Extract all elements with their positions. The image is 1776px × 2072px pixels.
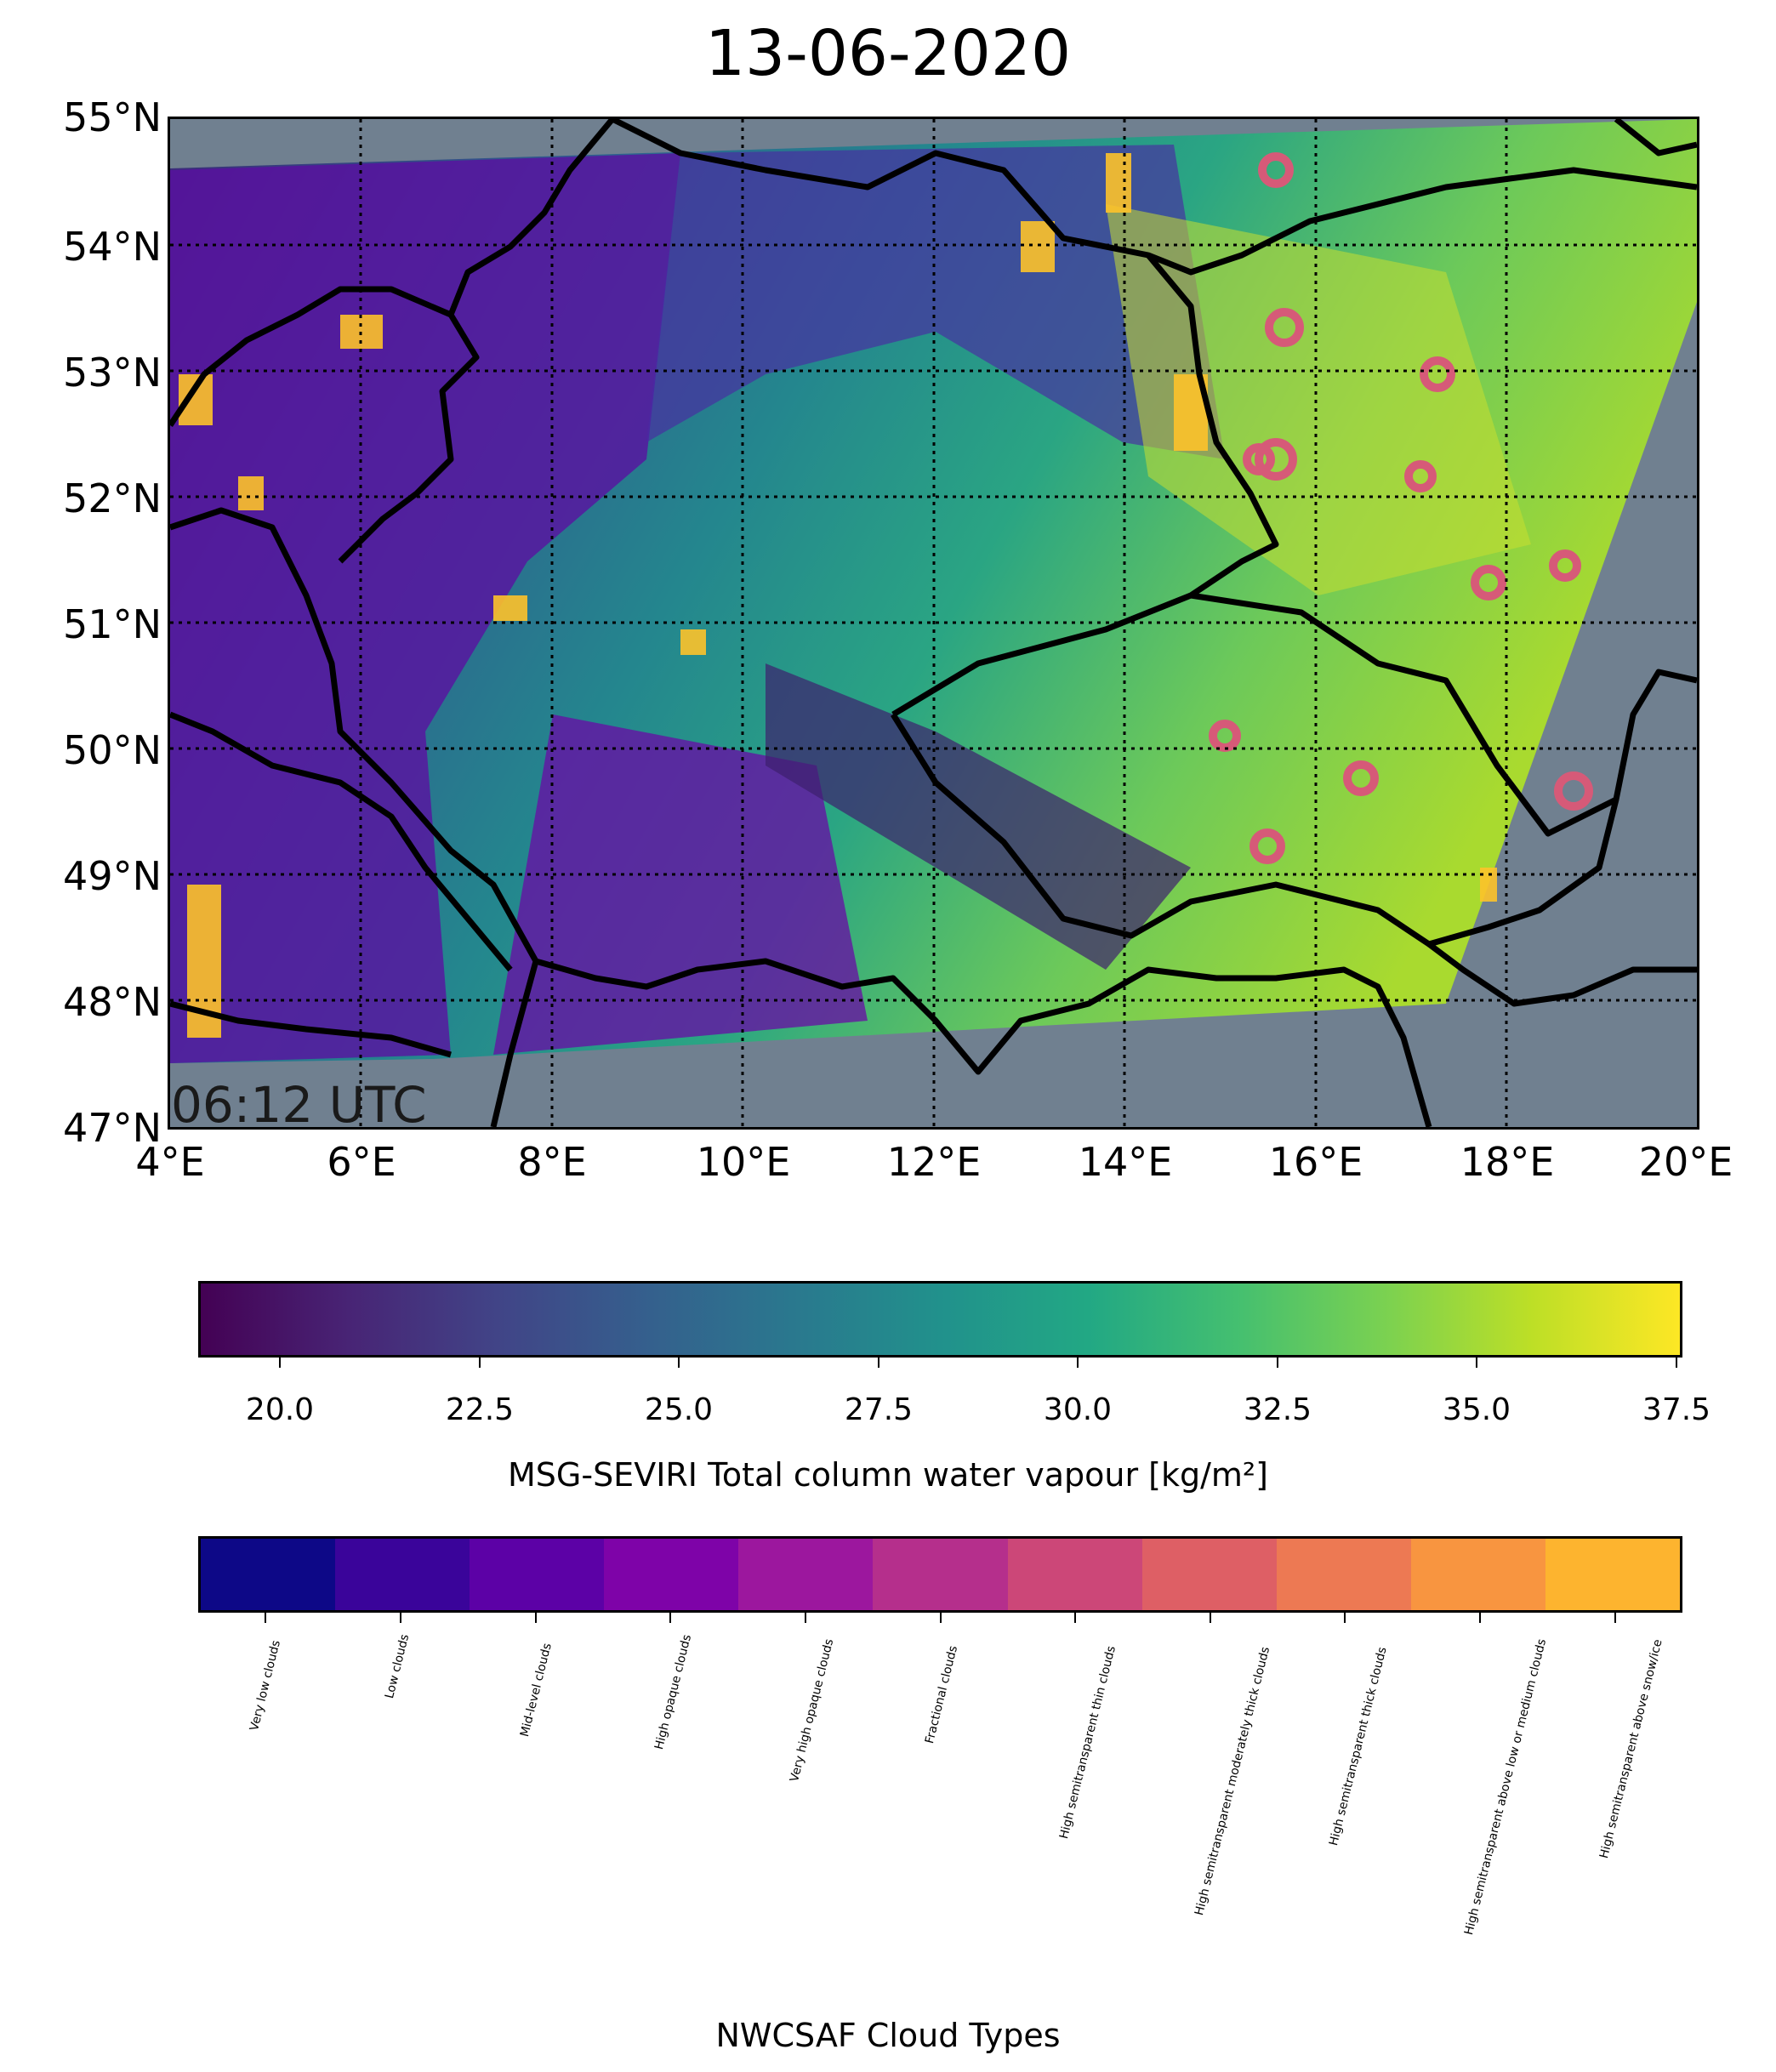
- wv-tick-label: 30.0: [1043, 1392, 1113, 1427]
- moist-region-east: [1106, 204, 1531, 595]
- map-title: 13-06-2020: [704, 17, 1072, 90]
- cloud-type-tick-mark: [265, 1613, 267, 1623]
- lat-tick-48: 48°N: [63, 979, 162, 1025]
- cloud-type-tick-mark: [1209, 1613, 1211, 1623]
- lon-tick-14: 14°E: [1078, 1139, 1173, 1185]
- cloud-type-label: High semitransparent thick clouds: [1327, 1645, 1391, 1847]
- cloud-type-tick-mark: [939, 1613, 942, 1623]
- cloud-type-swatch: [470, 1539, 605, 1610]
- cloud-type-colorbar: [198, 1536, 1682, 1613]
- cloud-type-tick-mark: [399, 1613, 401, 1623]
- wv-tick-mark: [1676, 1358, 1677, 1368]
- wv-tick-label: 20.0: [245, 1392, 315, 1427]
- wv-tick-label: 25.0: [644, 1392, 714, 1427]
- cloud-type-tick-mark: [669, 1613, 672, 1623]
- cloud-type-swatch: [335, 1539, 470, 1610]
- cloud-type-label: High semitransparent thin clouds: [1057, 1644, 1119, 1841]
- lon-tick-12: 12°E: [886, 1139, 982, 1185]
- timestamp-label: 06:12 UTC: [171, 1076, 427, 1134]
- wv-tick-mark: [1077, 1358, 1079, 1368]
- cloud-type-label: High semitransparent above snow/ice: [1597, 1637, 1665, 1860]
- wv-tick-mark: [1476, 1358, 1477, 1368]
- wv-tick-mark: [878, 1358, 879, 1368]
- cloud-type-label: Fractional clouds: [922, 1643, 960, 1745]
- cloud-type-tick-mark: [1344, 1613, 1346, 1623]
- cloud-type-swatch: [738, 1539, 874, 1610]
- wv-tick-label: 37.5: [1642, 1392, 1711, 1427]
- lat-tick-52: 52°N: [63, 475, 162, 521]
- cloud-type-label: High semitransparent above low or medium…: [1462, 1637, 1550, 1937]
- cloud-type-swatch: [1276, 1539, 1411, 1610]
- cloud-type-swatch: [1410, 1539, 1545, 1610]
- water-vapour-colorbar: [198, 1281, 1682, 1358]
- wv-tick-label: 32.5: [1243, 1392, 1312, 1427]
- wv-tick-mark: [479, 1358, 481, 1368]
- wv-tick-mark: [1277, 1358, 1278, 1368]
- lat-tick-51: 51°N: [63, 601, 162, 647]
- wv-tick-mark: [678, 1358, 680, 1368]
- lat-tick-47: 47°N: [63, 1105, 162, 1151]
- cloud-type-swatch: [1007, 1539, 1142, 1610]
- cloud-field-south: [493, 714, 868, 1055]
- wv-colorbar-label: MSG-SEVIRI Total column water vapour [kg…: [508, 1456, 1268, 1494]
- cloud-type-colorbar-label: NWCSAF Cloud Types: [715, 2017, 1061, 2054]
- lat-tick-54: 54°N: [63, 224, 162, 270]
- lon-tick-6: 6°E: [327, 1139, 396, 1185]
- lon-tick-4: 4°E: [135, 1139, 205, 1185]
- lon-tick-8: 8°E: [517, 1139, 587, 1185]
- cloud-type-label: High semitransparent moderately thick cl…: [1192, 1645, 1272, 1917]
- lon-tick-10: 10°E: [696, 1139, 791, 1185]
- cloud-type-label: Very high opaque clouds: [787, 1637, 837, 1784]
- lat-tick-49: 49°N: [63, 853, 162, 899]
- cloud-type-swatch: [604, 1539, 739, 1610]
- map-canvas: [170, 119, 1697, 1127]
- cloud-field-west: [170, 153, 680, 1063]
- wv-tick-label: 22.5: [445, 1392, 515, 1427]
- cloud-type-tick-mark: [1074, 1613, 1077, 1623]
- lat-tick-53: 53°N: [63, 350, 162, 396]
- graticule: [170, 119, 1697, 1127]
- map-panel[interactable]: [168, 117, 1699, 1130]
- lat-tick-55: 55°N: [63, 94, 162, 140]
- cloud-type-tick-mark: [534, 1613, 537, 1623]
- cloud-type-swatch: [201, 1539, 336, 1610]
- cloud-type-tick-mark: [1614, 1613, 1616, 1623]
- cloud-type-tick-mark: [804, 1613, 806, 1623]
- wv-tick-label: 27.5: [844, 1392, 914, 1427]
- cloud-type-tick-mark: [1479, 1613, 1482, 1623]
- cloud-type-swatch: [1545, 1539, 1681, 1610]
- wv-tick-mark: [279, 1358, 281, 1368]
- cloud-type-label: Mid-level clouds: [517, 1642, 555, 1739]
- cloud-rings: [1209, 152, 1593, 864]
- cloud-type-label: Low clouds: [382, 1632, 413, 1700]
- lon-tick-20: 20°E: [1638, 1139, 1733, 1185]
- lon-tick-18: 18°E: [1460, 1139, 1555, 1185]
- cloud-field-north: [646, 145, 1225, 459]
- lat-tick-50: 50°N: [63, 727, 162, 773]
- country-borders: [170, 119, 1697, 1127]
- lon-tick-16: 16°E: [1268, 1139, 1363, 1185]
- cloud-type-swatch: [873, 1539, 1008, 1610]
- cloud-type-swatch: [1141, 1539, 1277, 1610]
- cloud-type-label: High opaque clouds: [652, 1633, 695, 1751]
- wv-tick-label: 35.0: [1442, 1392, 1511, 1427]
- cloud-type-label: Very low clouds: [248, 1638, 284, 1733]
